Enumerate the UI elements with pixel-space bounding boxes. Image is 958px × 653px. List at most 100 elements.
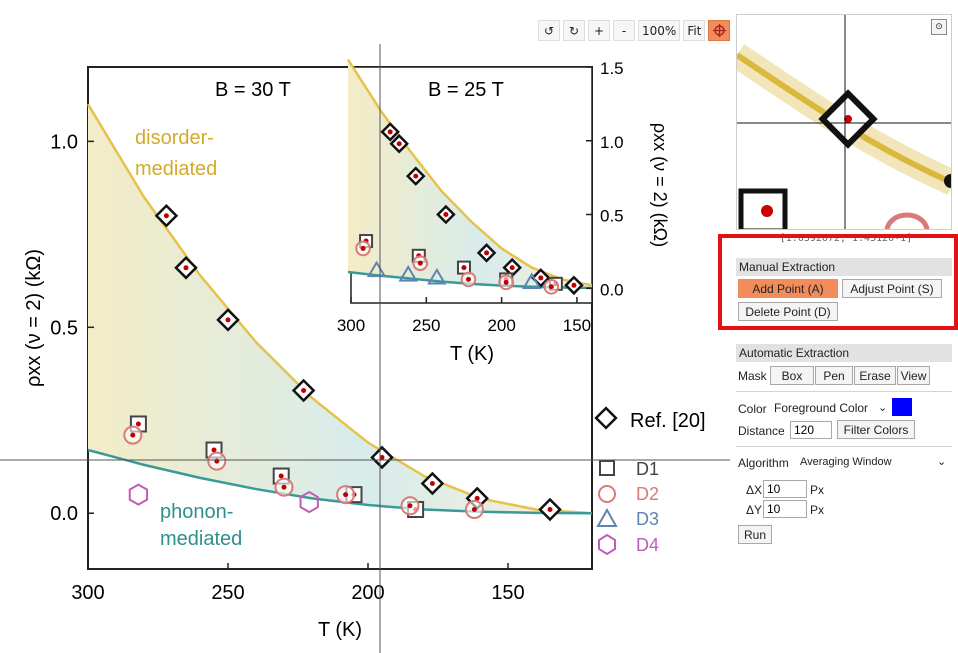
delta-y-unit: Px [810, 503, 825, 517]
delta-y-label: ΔY [746, 503, 763, 517]
legend-d3-marker [596, 507, 618, 527]
extracted-point-dot [379, 454, 385, 460]
legend-d1-marker [599, 460, 615, 476]
color-swatch[interactable] [892, 398, 912, 416]
extracted-point-dot [465, 276, 471, 282]
extracted-point-dot [163, 213, 169, 219]
color-label: Color [738, 402, 767, 416]
legend-ref-label: Ref. [20] [630, 410, 706, 432]
distance-label: Distance [738, 424, 785, 438]
extracted-point-dot [509, 265, 515, 271]
y-tick-label: 1.0 [50, 131, 78, 153]
zoom-preview: ⊙ [736, 14, 952, 230]
extracted-point-dot [343, 492, 349, 498]
shaded-region [347, 59, 592, 288]
y-tick-label: 0.0 [600, 280, 624, 299]
algorithm-label: Algorithm [738, 456, 789, 470]
x-tick-label: 250 [412, 316, 440, 335]
y-tick-label: 0.5 [600, 207, 624, 226]
x-tick-label: 250 [211, 582, 244, 604]
rotate-left-button[interactable]: ↺ [538, 20, 560, 41]
crosshair-icon[interactable] [708, 20, 730, 41]
legend-d1-label: D1 [636, 459, 659, 479]
annotation-disorder-line2: mediated [135, 158, 217, 180]
extracted-point-dot [360, 245, 366, 251]
x-tick-label: 150 [563, 316, 591, 335]
annotation-phonon-line1: phonon- [160, 501, 233, 523]
zoom-out-button[interactable]: - [613, 20, 635, 41]
extracted-point-dot [130, 432, 136, 438]
zoom-in-button[interactable]: + [588, 20, 610, 41]
filter-colors-button[interactable]: Filter Colors [837, 420, 915, 439]
extracted-point-dot [417, 260, 423, 266]
main-x-axis-label: T (K) [318, 619, 362, 641]
legend-d3-label: D3 [636, 509, 659, 529]
extracted-point-dot [538, 275, 544, 281]
x-tick-label: 200 [351, 582, 384, 604]
mask-pen-button[interactable]: Pen [815, 366, 853, 385]
run-button[interactable]: Run [738, 525, 772, 544]
mask-erase-button[interactable]: Erase [854, 366, 896, 385]
x-tick-label: 300 [337, 316, 365, 335]
extracted-point-dot [183, 265, 189, 271]
extracted-point-dot [396, 141, 402, 147]
coordinate-readout: [1.0392672, 1.45120-1] [779, 233, 913, 244]
color-mode-select[interactable]: Foreground Color [774, 401, 869, 415]
delta-x-unit: Px [810, 483, 825, 497]
figure-image: 300 250 200 150 0.0 0.5 1.0 300 250 200 150 0.0 0.5… [0, 44, 730, 653]
y-tick-label: 1.5 [600, 59, 624, 78]
plot-canvas[interactable]: 300 250 200 150 0.0 0.5 1.0 300 250 200 150 0.0 0.5… [0, 0, 730, 653]
legend-d4-marker [598, 533, 616, 556]
mask-view-button[interactable]: View [897, 366, 930, 385]
algorithm-select[interactable]: Averaging Window [800, 456, 892, 468]
zoom-level[interactable]: 100% [638, 20, 681, 41]
legend-ref-marker [594, 406, 618, 430]
mask-label: Mask [738, 369, 767, 383]
data-point-hexagon [128, 483, 149, 506]
shaded-region [88, 104, 592, 514]
legend-d2-label: D2 [636, 484, 659, 504]
legend-d2-marker [598, 485, 616, 503]
chevron-down-icon[interactable]: ⌄ [937, 455, 947, 468]
adjust-point-button[interactable]: Adjust Point (S) [842, 279, 942, 298]
x-tick-label: 200 [487, 316, 515, 335]
extracted-point-dot [407, 503, 413, 509]
extracted-point-dot [413, 173, 419, 179]
extracted-point-dot [474, 495, 480, 501]
extracted-point-dot [443, 212, 449, 217]
annotation-disorder-line1: disorder- [135, 127, 214, 149]
divider [736, 446, 952, 447]
mask-box-button[interactable]: Box [770, 366, 814, 385]
x-tick-label: 150 [491, 582, 524, 604]
delta-x-label: ΔX [746, 483, 763, 497]
delta-x-input[interactable] [763, 480, 807, 498]
fit-button[interactable]: Fit [683, 20, 706, 41]
extracted-point-dot [548, 284, 554, 290]
extracted-point-dot [135, 421, 141, 427]
data-point-triangle [366, 260, 387, 278]
y-tick-label: 1.0 [600, 133, 624, 152]
rotate-right-button[interactable]: ↻ [563, 20, 585, 41]
extracted-point-dot [503, 279, 509, 285]
chevron-down-icon[interactable]: ⌄ [878, 401, 888, 414]
y-tick-label: 0.5 [50, 317, 78, 339]
extracted-point-dot [484, 250, 490, 256]
zoom-preview-image [737, 15, 951, 229]
distance-input[interactable] [790, 421, 832, 439]
automatic-extraction-header: Automatic Extraction [736, 344, 952, 362]
annotation-phonon-line2: mediated [160, 528, 242, 550]
add-point-button[interactable]: Add Point (A) [738, 279, 838, 298]
extracted-point-dot [429, 480, 435, 486]
legend: Ref. [20] D1 D2 D3 D4 [594, 406, 706, 556]
zoom-preview-toggle-icon[interactable]: ⊙ [931, 19, 947, 35]
data-point-triangle [522, 272, 542, 289]
delta-y-input[interactable] [763, 500, 807, 518]
extracted-point-dot [471, 507, 477, 513]
image-toolbar: ↺ ↻ + - 100% Fit [538, 20, 730, 41]
data-point-triangle [427, 267, 447, 285]
x-tick-label: 300 [71, 582, 104, 604]
extracted-point-dot [211, 447, 217, 453]
extracted-point-dot [461, 265, 467, 271]
delete-point-button[interactable]: Delete Point (D) [738, 302, 838, 321]
extracted-point-dot [387, 129, 393, 135]
